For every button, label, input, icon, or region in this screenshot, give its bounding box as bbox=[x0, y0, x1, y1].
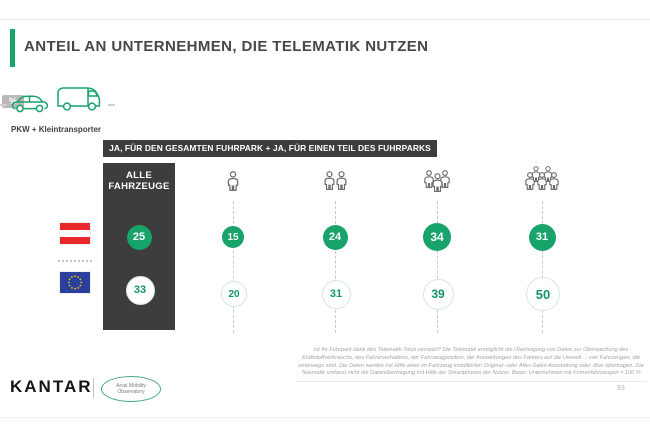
dash-right bbox=[108, 104, 115, 106]
person-group-1-icon bbox=[203, 163, 263, 203]
footer-divider bbox=[93, 378, 94, 398]
arval-mobility-observatory-logo: Arval Mobility Observatory bbox=[101, 376, 161, 402]
value-circle-austria: 34 bbox=[423, 223, 451, 251]
value-circle-austria-all: 25 bbox=[126, 224, 152, 250]
value-circle-austria: 31 bbox=[528, 223, 556, 251]
size-column-3: 34 39 bbox=[407, 163, 467, 335]
vehicle-icons bbox=[0, 84, 116, 126]
vehicle-label: PKW + Kleintransporter bbox=[10, 125, 101, 134]
partner-logo-line2: Observatory bbox=[117, 389, 145, 395]
person-group-5-icon bbox=[512, 163, 572, 203]
flag-separator bbox=[58, 260, 92, 262]
dashed-guide-line bbox=[541, 201, 543, 333]
value-circle-austria: 24 bbox=[322, 224, 348, 250]
car-icon bbox=[10, 92, 50, 116]
footnote: Ist Ihr Fuhrpark dank des Telematik-Tool… bbox=[296, 347, 646, 383]
value-circle-eu-all: 33 bbox=[125, 275, 155, 305]
person-group-3-icon bbox=[407, 163, 467, 203]
all-vehicles-column: ALLE FAHRZEUGE 25 33 bbox=[103, 163, 175, 330]
slide-top-edge bbox=[0, 19, 650, 20]
title-accent-bar bbox=[10, 29, 15, 67]
dashed-guide-line bbox=[436, 201, 438, 333]
size-column-1: 15 20 bbox=[203, 163, 263, 335]
size-column-2: 24 31 bbox=[305, 163, 365, 335]
page-title: ANTEIL AN UNTERNEHMEN, DIE TELEMATIK NUT… bbox=[24, 38, 429, 55]
size-column-4: 31 50 bbox=[512, 163, 572, 335]
slide-bottom-edge bbox=[0, 417, 650, 418]
page-number: 93 bbox=[617, 385, 625, 392]
eu-flag bbox=[60, 272, 90, 293]
value-circle-eu: 39 bbox=[422, 278, 454, 310]
dash-left bbox=[0, 104, 7, 106]
partner-logo-line1: Arval Mobility bbox=[116, 382, 146, 389]
kantar-logo: KANTAR bbox=[10, 377, 93, 396]
answer-banner: JA, FÜR DEN GESAMTEN FUHRPARK + JA, FÜR … bbox=[103, 140, 437, 157]
van-icon bbox=[54, 82, 102, 114]
all-vehicles-label: ALLE FAHRZEUGE bbox=[108, 170, 170, 192]
value-circle-eu: 20 bbox=[221, 281, 247, 307]
value-circle-austria: 15 bbox=[222, 226, 244, 248]
value-circle-eu: 50 bbox=[526, 277, 560, 311]
value-circle-eu: 31 bbox=[321, 279, 351, 309]
dashed-guide-line bbox=[334, 201, 336, 333]
percent-badge: % bbox=[2, 95, 24, 108]
dashed-guide-line bbox=[232, 201, 234, 333]
austria-flag bbox=[60, 223, 90, 244]
person-group-2-icon bbox=[305, 163, 365, 203]
